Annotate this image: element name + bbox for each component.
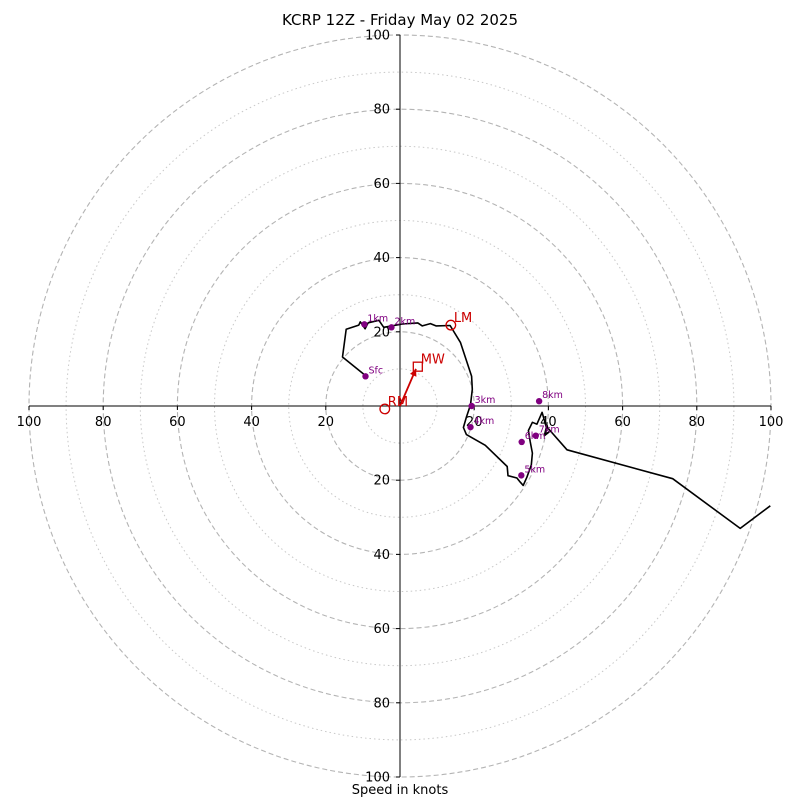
y-tick-label: 80 — [373, 103, 390, 118]
x-axis-label: Speed in knots — [351, 783, 449, 798]
x-tick-label: 80 — [689, 415, 706, 430]
height-label-7km: 7km — [539, 425, 560, 436]
storm-marker-mw — [412, 361, 423, 372]
height-markers: Sfc1km2km3km4km5km6km7km8km — [361, 313, 563, 479]
x-tick-label: 60 — [169, 415, 186, 430]
storm-motion-markers: LM MW RM — [379, 311, 472, 415]
x-tick-label: 100 — [17, 415, 42, 430]
x-tick-label: 100 — [759, 415, 784, 430]
x-tick-label: 60 — [614, 415, 631, 430]
height-marker-6km — [518, 438, 525, 446]
x-tick-label: 20 — [318, 415, 335, 430]
height-marker-1km — [361, 321, 368, 328]
chart-title: KCRP 12Z - Friday May 02 2025 — [281, 11, 519, 29]
storm-label-mw: MW — [421, 353, 445, 368]
height-label-1km: 1km — [367, 313, 388, 324]
hodograph-trace — [341, 319, 771, 530]
y-tick-label: 80 — [373, 696, 390, 711]
height-marker-7km — [532, 432, 539, 439]
height-label-5km: 5km — [524, 464, 545, 475]
y-tick-label: 40 — [373, 548, 390, 563]
height-label-2km: 2km — [394, 316, 415, 327]
y-tick-labels: 100 80 60 40 20 20 40 60 80 100 — [365, 29, 400, 786]
y-tick-label: 100 — [365, 771, 390, 786]
storm-marker-lm — [445, 319, 457, 331]
y-tick-label: 20 — [373, 325, 390, 340]
height-marker-2km — [388, 324, 395, 331]
height-label-8km: 8km — [542, 390, 563, 401]
height-label-4km: 4km — [473, 416, 494, 427]
height-label-3km: 3km — [475, 395, 496, 406]
height-label-sfc: Sfc — [368, 365, 383, 376]
storm-label-rm: RM — [388, 395, 408, 410]
y-tick-label: 60 — [373, 177, 390, 192]
storm-label-lm: LM — [454, 311, 472, 326]
y-tick-label: 40 — [373, 251, 390, 266]
storm-marker-rm — [379, 403, 391, 415]
height-marker-3km — [468, 402, 475, 410]
y-tick-label: 20 — [373, 474, 390, 489]
height-marker-8km — [535, 397, 543, 405]
y-tick-label: 100 — [365, 29, 390, 44]
height-marker-sfc — [362, 373, 369, 380]
x-tick-label: 40 — [243, 415, 260, 430]
y-tick-label: 60 — [373, 622, 390, 637]
height-marker-4km — [467, 423, 474, 431]
x-tick-labels: 100 80 60 40 20 20 40 60 80 100 — [17, 406, 784, 430]
hodograph-line — [341, 319, 771, 530]
height-marker-5km — [518, 472, 525, 479]
x-tick-label: 80 — [95, 415, 112, 430]
